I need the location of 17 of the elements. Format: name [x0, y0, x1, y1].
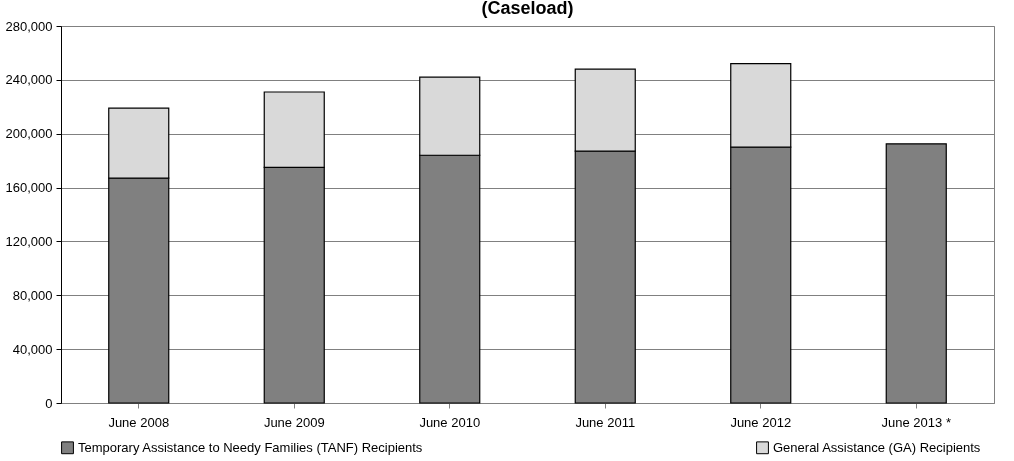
- y-tick-label: 0: [45, 395, 53, 411]
- y-tick-label: 280,000: [5, 18, 53, 34]
- x-tick-label: June 2008: [108, 414, 170, 430]
- x-tick-label: June 2013 *: [881, 414, 951, 430]
- x-tick-label: June 2011: [575, 414, 636, 430]
- y-tick-label: 80,000: [12, 287, 53, 303]
- y-tick-label: 120,000: [5, 233, 53, 249]
- x-tick-label: June 2010: [419, 414, 481, 430]
- legend-label: General Assistance (GA) Recipients: [773, 439, 981, 455]
- y-tick-label: 200,000: [5, 126, 53, 142]
- y-tick-label: 240,000: [5, 72, 53, 88]
- chart-title: (Caseload): [481, 0, 574, 18]
- x-tick-label: June 2012: [730, 414, 792, 430]
- y-tick-label: 40,000: [12, 341, 53, 357]
- legend-label: Temporary Assistance to Needy Families (TANF) Recipients: [78, 439, 423, 455]
- y-tick-label: 160,000: [5, 180, 53, 196]
- x-tick-label: June 2009: [263, 414, 325, 430]
